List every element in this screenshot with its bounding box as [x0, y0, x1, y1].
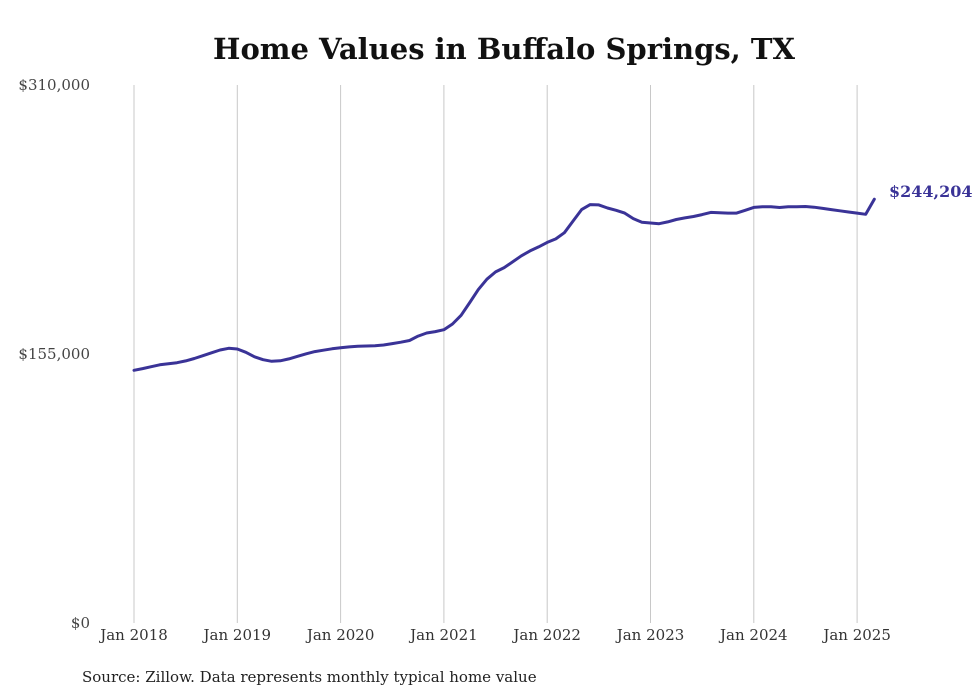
- home-value-line: [132, 197, 876, 372]
- x-tick-label: Jan 2025: [821, 626, 891, 644]
- x-tick-label: Jan 2020: [305, 626, 375, 644]
- source-note: Source: Zillow. Data represents monthly …: [82, 668, 537, 686]
- x-tick-label: Jan 2022: [511, 626, 581, 644]
- y-tick-label: $155,000: [18, 345, 90, 363]
- y-axis-ticks: $0 $155,000 $310,000: [18, 76, 90, 632]
- x-axis-ticks: Jan 2018 Jan 2019 Jan 2020 Jan 2021 Jan 2022…: [98, 626, 891, 644]
- x-tick-label: Jan 2021: [408, 626, 478, 644]
- y-tick-label: $0: [71, 614, 90, 632]
- x-tick-label: Jan 2019: [202, 626, 272, 644]
- y-tick-label: $310,000: [18, 76, 90, 94]
- vertical-gridlines: [133, 85, 858, 623]
- latest-value-label: $244,204: [889, 182, 973, 201]
- x-tick-label: Jan 2024: [718, 626, 788, 644]
- chart-title: Home Values in Buffalo Springs, TX: [213, 32, 795, 66]
- x-tick-label: Jan 2018: [98, 626, 168, 644]
- x-tick-label: Jan 2023: [615, 626, 685, 644]
